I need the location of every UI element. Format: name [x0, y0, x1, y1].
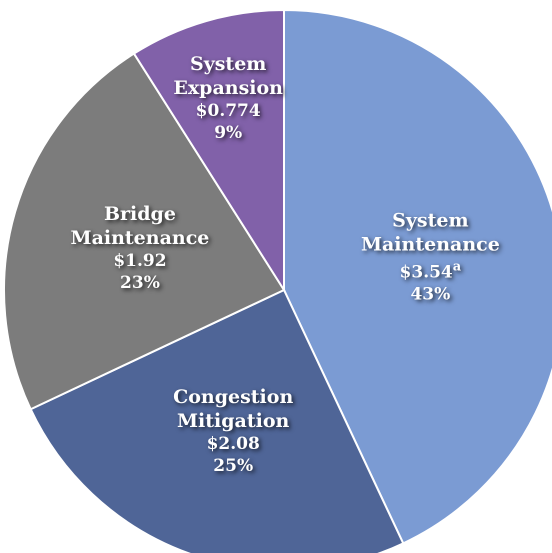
amount-text: $1.92	[113, 251, 167, 272]
category-label: System Expansion	[173, 52, 283, 99]
value-label: 25%	[213, 456, 254, 477]
category-label: Congestion Mitigation	[173, 386, 294, 433]
category-label: System Maintenance	[360, 209, 500, 256]
amount-text: $2.08	[206, 434, 260, 455]
amount-text: $3.54	[399, 262, 453, 283]
slice-label: System Maintenance $3.54a 43%	[345, 209, 515, 306]
pie-slice	[283, 8, 552, 545]
amount-label: $2.08	[148, 433, 318, 455]
pie-slice	[132, 8, 285, 294]
slice-label: Congestion Mitigation $2.08 25%	[148, 385, 318, 477]
footnote-mark: a	[452, 259, 462, 275]
amount-label: $3.54a	[345, 257, 515, 284]
pie-slice	[29, 288, 405, 553]
category-label: Bridge Maintenance	[70, 203, 210, 250]
value-label: 23%	[120, 273, 160, 294]
slice-label: Bridge Maintenance $1.92 23%	[55, 202, 225, 294]
value-label: 9%	[214, 122, 243, 143]
amount-text: $0.774	[195, 100, 261, 121]
slice-label: System Expansion $0.774 9%	[143, 52, 313, 144]
amount-label: $1.92	[55, 250, 225, 272]
pie-slice	[3, 52, 286, 411]
amount-label: $0.774	[143, 100, 313, 122]
value-label: 43%	[410, 284, 451, 305]
